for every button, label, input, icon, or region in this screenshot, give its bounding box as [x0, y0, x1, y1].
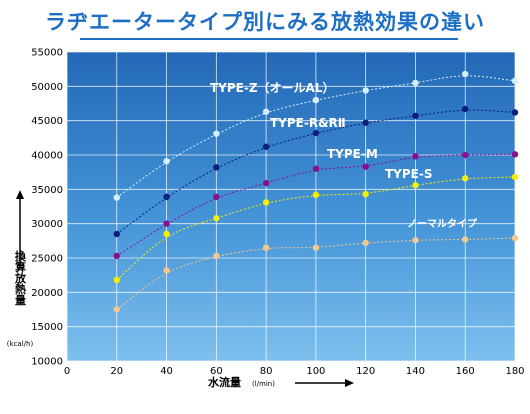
data-point: [213, 164, 220, 171]
data-point: [412, 182, 419, 189]
data-point: [462, 105, 469, 113]
data-point: [412, 79, 419, 87]
x-tick-label: 80: [260, 366, 273, 377]
series-labels: TYPE-Z（オールAL） TYPE-R&RⅡ TYPE-M TYPE-S ノーマルタイ…: [210, 80, 478, 230]
data-points: [113, 70, 519, 313]
x-axis-unit: (l/min): [252, 380, 275, 388]
data-point: [362, 119, 369, 126]
y-tick-labels: 10000 15000 20000 25000 30000 35000 40000 45000…: [31, 48, 63, 368]
data-point: [362, 163, 369, 170]
data-point: [511, 151, 519, 158]
data-point: [362, 239, 369, 247]
data-point: [262, 244, 270, 251]
data-point: [113, 252, 120, 260]
series-label: TYPE-R&RⅡ: [270, 116, 346, 130]
data-point: [163, 230, 170, 238]
x-axis-arrowhead: [345, 379, 354, 387]
data-point: [262, 108, 270, 115]
x-tick-label: 180: [505, 366, 524, 377]
x-tick-label: 20: [110, 366, 123, 377]
y-tick-label: 10000: [31, 357, 63, 368]
data-point: [213, 214, 220, 222]
x-tick-label: 140: [406, 366, 425, 377]
data-point: [163, 267, 170, 274]
data-point: [462, 70, 469, 78]
data-point: [412, 153, 419, 160]
title-underline: [80, 38, 458, 40]
data-point: [163, 157, 170, 165]
data-point: [113, 230, 120, 238]
data-point: [412, 112, 419, 120]
y-tick-label: 15000: [31, 322, 63, 333]
x-tick-label: 160: [456, 366, 475, 377]
y-tick-label: 35000: [31, 185, 63, 196]
data-point: [511, 109, 519, 116]
y-tick-label: 45000: [31, 116, 63, 127]
data-point: [511, 77, 519, 85]
data-point: [113, 194, 120, 201]
data-point: [113, 306, 120, 313]
data-point: [262, 179, 270, 187]
data-point: [213, 130, 220, 137]
data-point: [362, 87, 369, 94]
y-tick-label: 20000: [31, 288, 63, 299]
gridlines: [66, 51, 516, 362]
y-tick-label: 30000: [31, 219, 63, 230]
chart-title: ラヂエータータイプ別にみる放熱効果の違い: [45, 10, 485, 34]
data-point: [312, 244, 320, 251]
plot-area: [67, 52, 515, 361]
data-point: [462, 151, 469, 159]
y-tick-label: 40000: [31, 151, 63, 162]
data-point: [213, 252, 220, 260]
data-point: [312, 129, 320, 137]
series-label: ノーマルタイプ: [407, 217, 478, 230]
data-point: [412, 236, 419, 244]
series-label: TYPE-M: [327, 147, 378, 161]
y-axis-unit: (kcal/h): [7, 340, 34, 348]
x-tick-label: 100: [306, 366, 325, 377]
y-tick-label: 50000: [31, 82, 63, 93]
data-point: [462, 175, 469, 182]
x-tick-label: 40: [160, 366, 173, 377]
data-point: [462, 236, 469, 243]
data-point: [362, 190, 369, 198]
data-point: [163, 193, 170, 201]
x-tick-label: 0: [64, 366, 70, 377]
data-point: [163, 220, 170, 227]
y-axis-arrowhead: [16, 190, 24, 199]
data-point: [312, 96, 320, 104]
data-point: [262, 143, 270, 150]
data-point: [312, 165, 320, 172]
data-point: [511, 234, 519, 242]
data-point: [213, 193, 220, 201]
y-tick-label: 25000: [31, 254, 63, 265]
x-axis-label: 水流量: [208, 375, 241, 389]
y-axis-label: 換算放熱量: [14, 249, 28, 305]
data-point: [262, 199, 270, 206]
data-point: [113, 276, 120, 284]
x-tick-labels: 0 20 40 60 80 100 120 140 160 180: [64, 366, 525, 377]
x-tick-label: 120: [356, 366, 375, 377]
series-label: TYPE-S: [385, 167, 433, 181]
x-tick-label: 60: [210, 366, 223, 377]
y-tick-label: 55000: [31, 48, 63, 59]
data-point: [312, 191, 320, 199]
data-point: [511, 173, 519, 181]
series-label: TYPE-Z（オールAL）: [210, 80, 334, 95]
